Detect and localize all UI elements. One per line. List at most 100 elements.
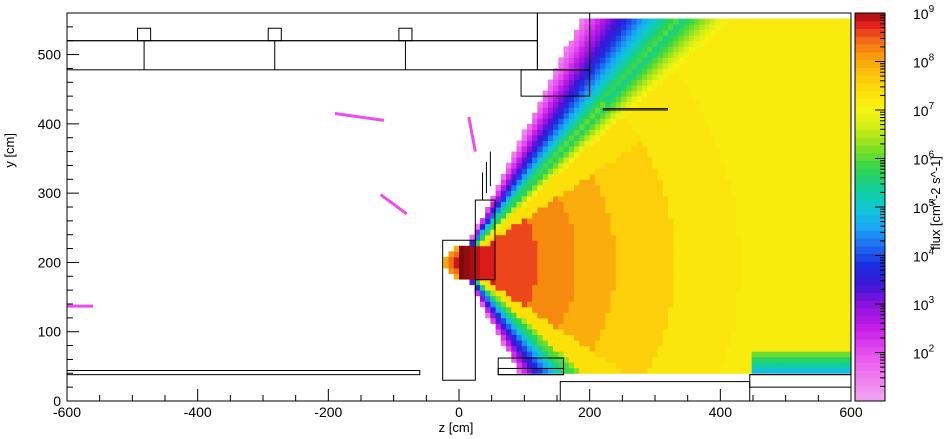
heatmap-cell: [762, 52, 768, 58]
heatmap-cell: [783, 129, 789, 135]
heatmap-cell: [783, 323, 789, 329]
heatmap-cell: [720, 63, 726, 69]
heatmap-cell: [799, 157, 805, 163]
heatmap-cell: [663, 235, 669, 241]
heatmap-cell: [794, 179, 800, 185]
heatmap-cell: [543, 346, 549, 352]
heatmap-cell: [626, 368, 632, 374]
heatmap-cell: [569, 179, 575, 185]
heatmap-cell: [710, 24, 716, 30]
heatmap-cell: [584, 362, 590, 368]
heatmap-cell: [579, 46, 585, 52]
heatmap-cell: [569, 102, 575, 108]
heatmap-cell: [830, 340, 836, 346]
heatmap-cell: [814, 107, 820, 113]
heatmap-cell: [694, 257, 700, 263]
heatmap-cell: [778, 185, 784, 191]
heatmap-cell: [516, 152, 522, 158]
heatmap-cell: [825, 257, 831, 263]
heatmap-cell: [668, 57, 674, 63]
heatmap-cell: [746, 24, 752, 30]
heatmap-cell: [647, 185, 653, 191]
heatmap-cell: [673, 41, 679, 47]
heatmap-cell: [668, 301, 674, 307]
heatmap-cell: [600, 124, 606, 130]
heatmap-cell: [689, 285, 695, 291]
heatmap-cell: [689, 57, 695, 63]
heatmap-cell: [726, 140, 732, 146]
heatmap-cell: [694, 52, 700, 58]
heatmap-cell: [788, 240, 794, 246]
heatmap-cell: [794, 185, 800, 191]
heatmap-cell: [799, 368, 805, 374]
heatmap-cell: [548, 274, 554, 280]
heatmap-cell: [694, 91, 700, 97]
heatmap-cell: [574, 163, 580, 169]
heatmap-cell: [814, 262, 820, 268]
heatmap-cell: [710, 74, 716, 80]
heatmap-cell: [626, 46, 632, 52]
heatmap-cell: [574, 196, 580, 202]
heatmap-cell: [830, 318, 836, 324]
heatmap-cell: [720, 290, 726, 296]
heatmap-cell: [553, 290, 559, 296]
heatmap-cell: [794, 224, 800, 230]
heatmap-cell: [731, 46, 737, 52]
heatmap-cell: [595, 318, 601, 324]
heatmap-cell: [532, 340, 538, 346]
heatmap-cell: [543, 207, 549, 213]
heatmap-cell: [658, 207, 664, 213]
heatmap-cell: [611, 312, 617, 318]
heatmap-cell: [788, 235, 794, 241]
heatmap-cell: [762, 262, 768, 268]
heatmap-cell: [616, 46, 622, 52]
heatmap-cell: [621, 185, 627, 191]
heatmap-cell: [705, 307, 711, 313]
heatmap-cell: [516, 196, 522, 202]
heatmap-cell: [794, 80, 800, 86]
heatmap-cell: [788, 279, 794, 285]
heatmap-cell: [564, 368, 570, 374]
x-tick-label: 0: [455, 404, 463, 420]
heatmap-cell: [788, 30, 794, 36]
heatmap-cell: [720, 279, 726, 285]
heatmap-cell: [590, 129, 596, 135]
heatmap-cell: [694, 179, 700, 185]
heatmap-cell: [757, 279, 763, 285]
heatmap-cell: [767, 368, 773, 374]
heatmap-cell: [679, 334, 685, 340]
heatmap-cell: [558, 135, 564, 141]
heatmap-cell: [584, 213, 590, 219]
heatmap-cell: [553, 262, 559, 268]
heatmap-cell: [611, 334, 617, 340]
heatmap-cell: [762, 301, 768, 307]
heatmap-cell: [537, 179, 543, 185]
heatmap-cell: [809, 140, 815, 146]
heatmap-cell: [543, 124, 549, 130]
heatmap-cell: [830, 140, 836, 146]
heatmap-cell: [527, 307, 533, 313]
heatmap-cell: [558, 74, 564, 80]
heatmap-cell: [705, 285, 711, 291]
heatmap-cell: [553, 129, 559, 135]
heatmap-cell: [553, 274, 559, 280]
heatmap-cell: [537, 251, 543, 257]
heatmap-cell: [814, 63, 820, 69]
heatmap-cell: [543, 307, 549, 313]
heatmap-cell: [679, 63, 685, 69]
heatmap-cell: [684, 235, 690, 241]
heatmap-cell: [794, 218, 800, 224]
heatmap-cell: [506, 168, 512, 174]
heatmap-cell: [616, 74, 622, 80]
heatmap-cell: [527, 174, 533, 180]
heatmap-cell: [496, 290, 502, 296]
heatmap-cell: [600, 96, 606, 102]
heatmap-cell: [814, 185, 820, 191]
heatmap-cell: [778, 157, 784, 163]
heatmap-cell: [637, 334, 643, 340]
heatmap-cell: [642, 224, 648, 230]
heatmap-cell: [689, 179, 695, 185]
heatmap-cell: [778, 163, 784, 169]
heatmap-cell: [652, 351, 658, 357]
heatmap-cell: [584, 179, 590, 185]
